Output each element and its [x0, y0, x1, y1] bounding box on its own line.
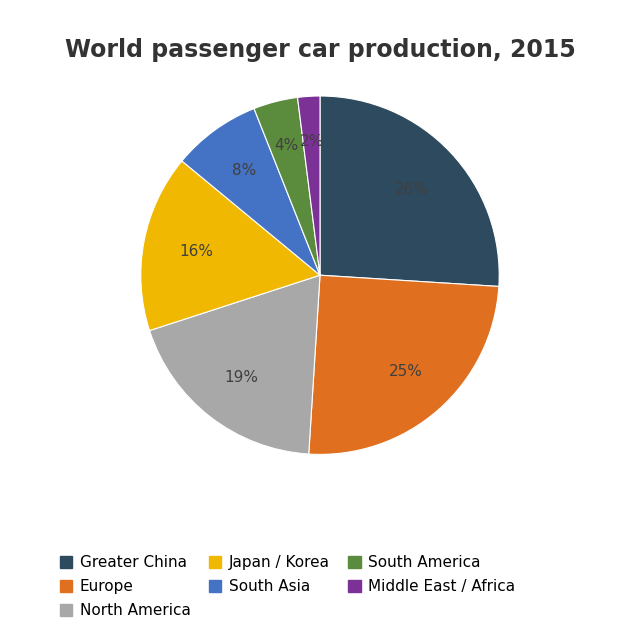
Wedge shape [320, 96, 499, 287]
Wedge shape [150, 275, 320, 454]
Text: 26%: 26% [394, 182, 428, 197]
Wedge shape [182, 109, 320, 275]
Wedge shape [141, 161, 320, 331]
Text: World passenger car production, 2015: World passenger car production, 2015 [65, 38, 575, 63]
Text: 16%: 16% [180, 244, 214, 259]
Text: 8%: 8% [232, 163, 256, 179]
Text: 2%: 2% [300, 134, 324, 148]
Wedge shape [298, 96, 320, 275]
Wedge shape [254, 97, 320, 275]
Text: 4%: 4% [275, 138, 299, 152]
Legend: Greater China, Europe, North America, Japan / Korea, South Asia, South America, : Greater China, Europe, North America, Ja… [52, 547, 523, 626]
Text: 25%: 25% [388, 365, 422, 380]
Text: 19%: 19% [224, 370, 258, 385]
Wedge shape [308, 275, 499, 454]
